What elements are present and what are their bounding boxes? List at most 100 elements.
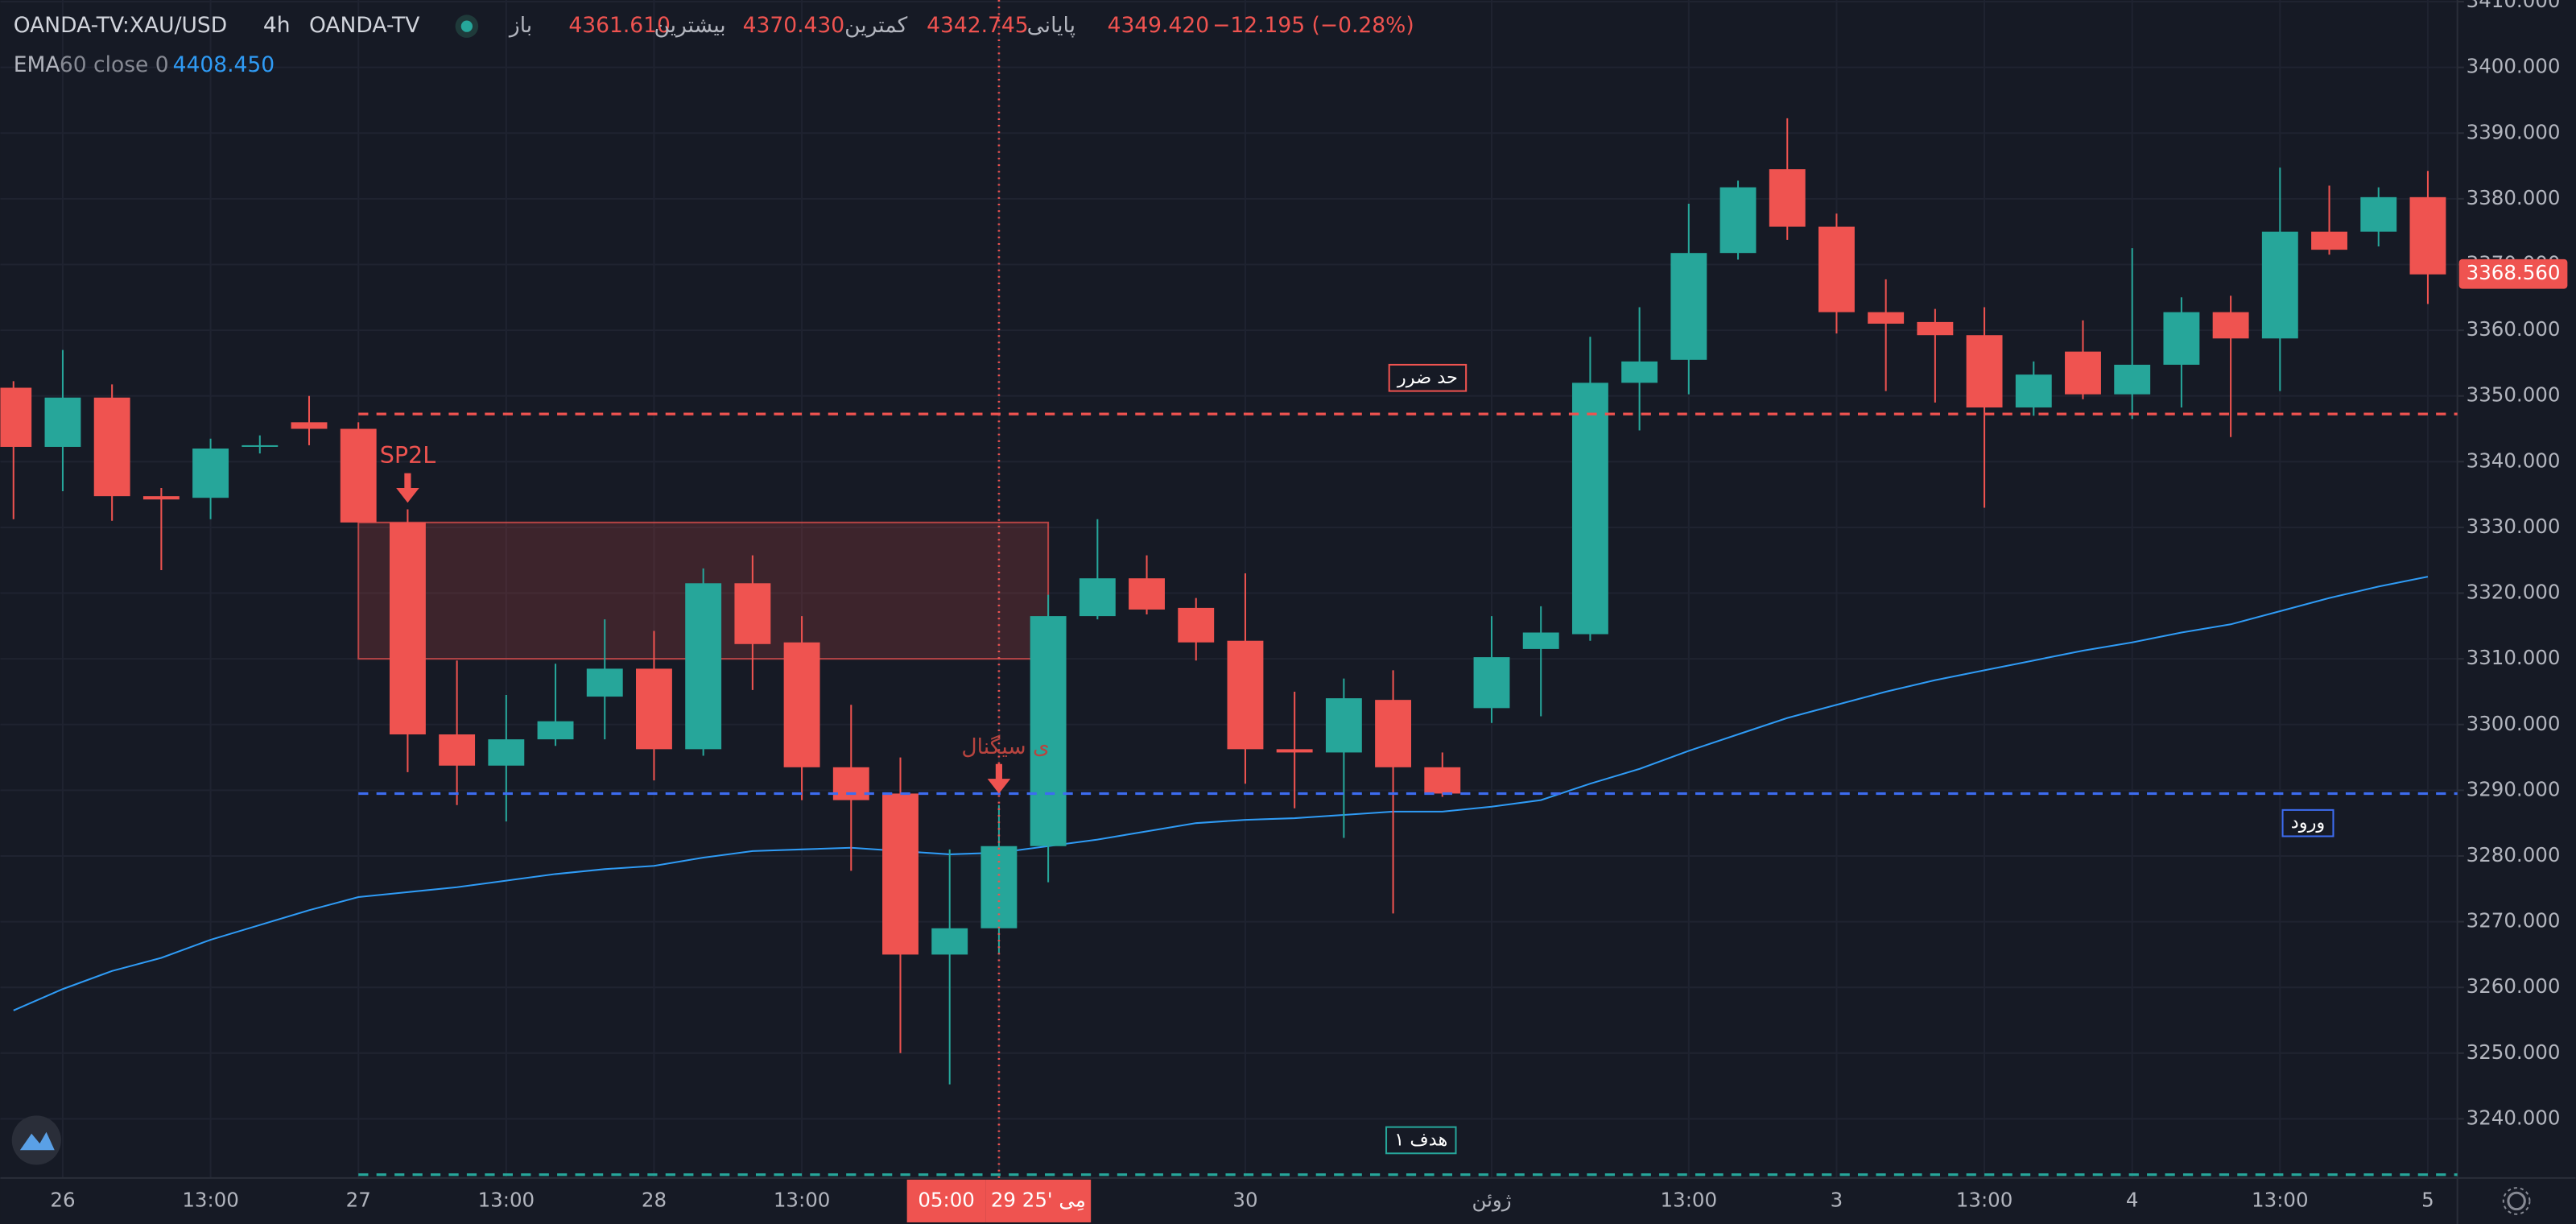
- candle-body: [832, 767, 869, 800]
- y-tick-label: 3400.000: [2467, 55, 2561, 78]
- y-tick-label: 3380.000: [2467, 186, 2561, 209]
- x-tick-label: 5: [2421, 1188, 2434, 1211]
- x-tick-label: 13:00: [182, 1188, 239, 1211]
- candle-body: [1719, 187, 1757, 254]
- ema-label: EMA: [14, 52, 60, 77]
- y-tick-label: 3360.000: [2467, 317, 2561, 341]
- high-value: 4370.430: [743, 13, 845, 38]
- ema-last: 4408.450: [173, 52, 275, 77]
- y-tick-label: 3270.000: [2467, 909, 2561, 932]
- candle-body: [1670, 253, 1707, 360]
- candle-body: [2212, 312, 2249, 339]
- level-label: هدف ۱: [1394, 1129, 1447, 1150]
- y-tick-label: 3300.000: [2467, 712, 2561, 735]
- y-tick-label: 3350.000: [2467, 383, 2561, 407]
- candle-body: [1227, 640, 1264, 750]
- candle-body: [734, 583, 771, 644]
- candle-body: [1818, 226, 1855, 312]
- y-tick-label: 3290.000: [2467, 777, 2561, 800]
- candle-body: [291, 422, 328, 429]
- candle-body: [1424, 767, 1461, 794]
- candle-body: [685, 583, 722, 750]
- candle-body: [93, 397, 130, 497]
- x-tick-label: 26: [50, 1188, 75, 1211]
- open-value: 4361.610: [568, 13, 671, 38]
- crosshair-time: 05:00: [918, 1188, 975, 1211]
- x-tick-label: 13:00: [2252, 1188, 2309, 1211]
- close-value: 4349.420: [1108, 13, 1210, 38]
- x-tick-label: 13:00: [774, 1188, 831, 1211]
- candle-body: [1522, 632, 1559, 649]
- logo: [11, 1115, 61, 1165]
- y-tick-label: 3240.000: [2467, 1106, 2561, 1129]
- y-tick-label: 3340.000: [2467, 449, 2561, 472]
- change: −12.195 (−0.28%): [1212, 13, 1414, 38]
- settings-icon[interactable]: [2502, 1187, 2531, 1215]
- candle-body: [1276, 749, 1313, 753]
- x-tick-label: 3: [1831, 1188, 1843, 1211]
- level-label-box: [1388, 363, 1468, 392]
- x-tick-label: 13:00: [1956, 1188, 2013, 1211]
- candle-body: [192, 448, 229, 498]
- x-tick-label: 13:00: [478, 1188, 535, 1211]
- axes: 3240.000 3250.000 3260.000 3270.000 3280.000…: [50, 0, 2568, 1222]
- candle-body: [1966, 335, 2003, 407]
- x-tick-label: 30: [1232, 1188, 1257, 1211]
- x-tick-label: ژوئن: [1472, 1188, 1511, 1211]
- candle-body: [2261, 231, 2298, 339]
- candle-body: [1178, 607, 1215, 643]
- interval: 4h: [263, 13, 291, 38]
- candle-body: [1473, 657, 1510, 709]
- crosshair-date-bg: [985, 1179, 1092, 1222]
- crosshair-time-bg: [906, 1179, 986, 1222]
- candle-body: [242, 445, 279, 447]
- candle-body: [1917, 321, 1954, 336]
- candle-body: [783, 642, 820, 767]
- status-dot: [460, 20, 473, 32]
- candle-body: [2065, 351, 2101, 395]
- y-tick-label: 3410.000: [2467, 0, 2561, 12]
- legend-header: OANDA-TV:XAU/USD 4h OANDA-TV باز 4361.61…: [14, 13, 1414, 77]
- candle-body: [1129, 578, 1165, 610]
- y-tick-label: 3330.000: [2467, 515, 2561, 538]
- level-label-box: [2281, 808, 2334, 837]
- source: OANDA-TV: [309, 13, 419, 38]
- annotation: SP2L: [380, 441, 436, 469]
- candle-body: [2409, 196, 2446, 275]
- x-tick-label: 28: [642, 1188, 667, 1211]
- y-tick-label: 3320.000: [2467, 581, 2561, 604]
- x-tick-label: 13:00: [1661, 1188, 1718, 1211]
- candle-body: [537, 721, 574, 740]
- symbol: OANDA-TV:XAU/USD: [14, 13, 227, 38]
- candle-body: [1325, 698, 1362, 753]
- candle-body: [1868, 312, 1905, 324]
- candle-body: [931, 928, 968, 955]
- candle-body: [636, 668, 672, 750]
- low-label: کمترین: [844, 13, 908, 38]
- close-label: پایانی: [1027, 13, 1075, 38]
- last-price-bg: [2458, 258, 2568, 289]
- y-tick-label: 3390.000: [2467, 120, 2561, 143]
- annotation: ی سیگنال: [961, 734, 1049, 759]
- candle-body: [1030, 616, 1067, 846]
- candle-body: [0, 387, 32, 447]
- candle-body: [1079, 578, 1116, 617]
- high-label: بیشترین: [654, 13, 725, 38]
- candle-body: [2114, 364, 2151, 395]
- ema-line: [13, 576, 2429, 1011]
- x-tick-label: 29 مِی '25: [991, 1188, 1086, 1211]
- candle-body: [1571, 382, 1608, 635]
- y-tick-label: 3280.000: [2467, 843, 2561, 866]
- candle-body: [389, 522, 426, 734]
- candle-body: [1621, 361, 1658, 383]
- y-tick-label: 3250.000: [2467, 1040, 2561, 1064]
- candle-body: [2015, 374, 2052, 407]
- candle-body: [586, 668, 623, 697]
- candle-body: [1375, 700, 1412, 767]
- x-tick-label: 27: [346, 1188, 371, 1211]
- level-label: ورود: [2291, 813, 2325, 833]
- candle-body: [1769, 169, 1806, 227]
